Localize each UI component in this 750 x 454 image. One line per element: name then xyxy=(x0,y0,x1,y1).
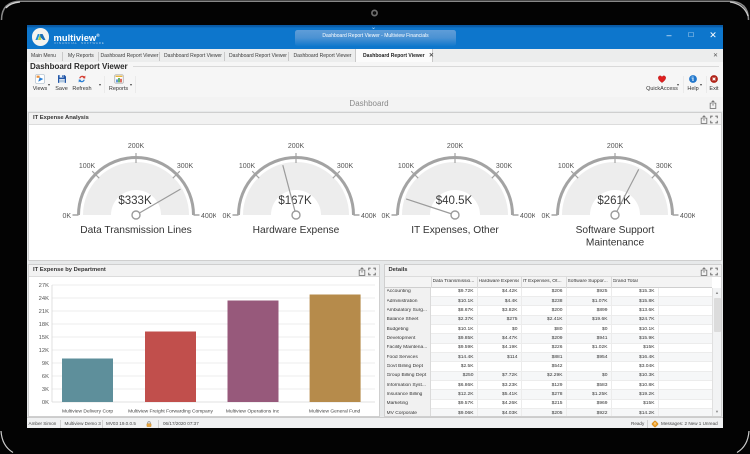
svg-text:15K: 15K xyxy=(39,335,49,341)
svg-text:200K: 200K xyxy=(128,143,145,150)
svg-text:IT Expenses, Other: IT Expenses, Other xyxy=(411,225,499,236)
svg-text:6K: 6K xyxy=(42,374,49,380)
svg-text:Hardware Expense: Hardware Expense xyxy=(252,225,339,236)
svg-text:$167K: $167K xyxy=(278,195,312,207)
svg-text:3K: 3K xyxy=(42,387,49,393)
svg-text:100K: 100K xyxy=(398,163,415,170)
svg-text:9K: 9K xyxy=(42,361,49,367)
svg-text:$261K: $261K xyxy=(597,195,631,207)
svg-text:300K: 300K xyxy=(496,163,513,170)
svg-text:i: i xyxy=(692,77,694,83)
svg-text:Multiview General Fund: Multiview General Fund xyxy=(309,408,361,414)
svg-text:400K: 400K xyxy=(361,213,376,220)
svg-text:Maintenance: Maintenance xyxy=(585,238,644,249)
svg-text:400K: 400K xyxy=(520,213,535,220)
svg-text:100K: 100K xyxy=(238,163,255,170)
svg-text:100K: 100K xyxy=(79,163,96,170)
svg-text:Software Support: Software Support xyxy=(575,225,654,236)
svg-text:21K: 21K xyxy=(39,309,49,315)
svg-text:300K: 300K xyxy=(336,163,353,170)
svg-text:200K: 200K xyxy=(287,143,304,150)
svg-text:300K: 300K xyxy=(655,163,672,170)
svg-text:200K: 200K xyxy=(606,143,623,150)
svg-text:400K: 400K xyxy=(201,213,216,220)
svg-text:0K: 0K xyxy=(42,400,49,406)
svg-text:Multiview Operations Inc: Multiview Operations Inc xyxy=(226,408,280,414)
svg-text:0K: 0K xyxy=(541,213,550,220)
svg-text:0K: 0K xyxy=(222,213,231,220)
svg-text:12K: 12K xyxy=(39,348,49,354)
svg-text:27K: 27K xyxy=(39,283,49,289)
svg-text:$40.5K: $40.5K xyxy=(436,195,473,207)
svg-text:Multiview Freight Forwarding C: Multiview Freight Forwarding Company xyxy=(128,408,213,414)
svg-text:0K: 0K xyxy=(381,213,390,220)
svg-text:0K: 0K xyxy=(62,213,71,220)
svg-text:24K: 24K xyxy=(39,296,49,302)
svg-text:18K: 18K xyxy=(39,322,49,328)
svg-text:100K: 100K xyxy=(557,163,574,170)
svg-text:$333K: $333K xyxy=(118,195,152,207)
svg-text:200K: 200K xyxy=(447,143,464,150)
svg-text:Multiview Delivery Corp: Multiview Delivery Corp xyxy=(62,408,113,414)
svg-text:300K: 300K xyxy=(177,163,194,170)
svg-text:400K: 400K xyxy=(680,213,695,220)
svg-text:Data Transmission Lines: Data Transmission Lines xyxy=(80,225,192,236)
